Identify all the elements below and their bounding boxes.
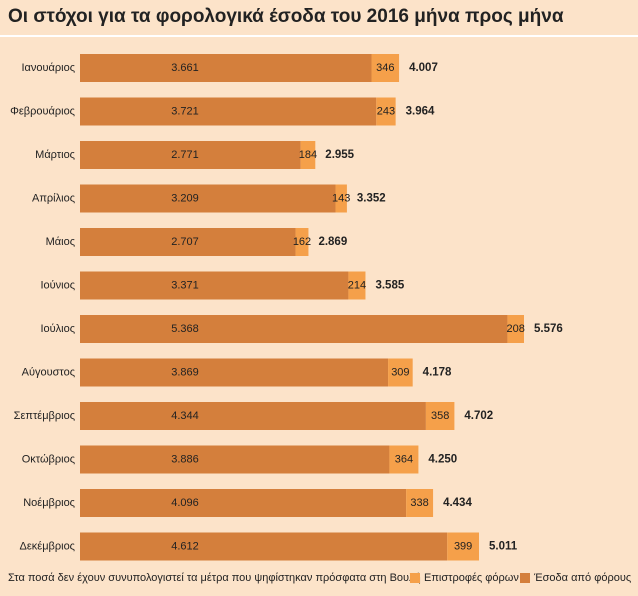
value-label: 338: [410, 497, 428, 509]
value-label: 162: [293, 236, 311, 248]
bar-segment: [80, 402, 426, 430]
value-label: 3.886: [171, 453, 199, 465]
bar-segment: [335, 184, 347, 213]
legend-swatch: [520, 573, 530, 583]
value-label: 364: [395, 453, 413, 465]
total-label: 3.585: [375, 280, 404, 292]
value-label: 358: [431, 410, 449, 422]
value-label: 4.612: [171, 540, 199, 552]
bar-segment: [447, 532, 480, 561]
legend-swatch: [410, 573, 420, 583]
value-label: 3.721: [171, 105, 199, 117]
total-label: 4.178: [423, 367, 452, 379]
category-label: Ιανουάριος: [21, 62, 75, 74]
value-label: 346: [376, 62, 394, 74]
bar-segment: [376, 97, 396, 126]
value-label: 399: [454, 540, 472, 552]
value-label: 4.096: [171, 497, 199, 509]
category-label: Μάιος: [46, 236, 75, 248]
total-label: 2.955: [325, 149, 354, 161]
total-label: 5.011: [489, 541, 518, 553]
legend-label: Έσοδα από φόρους: [533, 572, 631, 584]
bar-segment: [80, 532, 448, 561]
bar-segment: [406, 489, 434, 517]
total-label: 2.869: [318, 236, 347, 248]
value-label: 5.368: [171, 323, 199, 335]
bar-segment: [389, 445, 419, 474]
category-label: Οκτώβριος: [22, 453, 75, 465]
value-label: 243: [377, 105, 395, 117]
bar-segment: [80, 228, 296, 256]
bar-segment: [507, 315, 524, 343]
value-label: 3.371: [171, 279, 199, 291]
value-label: 2.707: [171, 236, 199, 248]
total-label: 3.352: [357, 193, 386, 205]
category-label: Νοέμβριος: [23, 497, 75, 509]
bar-segment: [80, 445, 390, 474]
bar-segment: [80, 315, 508, 343]
category-label: Φεβρουάριος: [10, 105, 75, 117]
total-label: 4.250: [428, 454, 457, 466]
category-label: Απρίλιος: [32, 192, 75, 204]
value-label: 3.661: [171, 62, 199, 74]
bar-segment: [300, 141, 316, 169]
value-label: 3.869: [171, 366, 199, 378]
bar-segment: [80, 141, 301, 169]
category-label: Μάρτιος: [35, 149, 75, 161]
category-label: Ιούνιος: [40, 279, 75, 291]
bar-segment: [80, 97, 377, 126]
bar-segment: [80, 184, 336, 213]
bar-segment: [388, 358, 413, 387]
total-label: 5.576: [534, 323, 563, 335]
value-label: 309: [391, 366, 409, 378]
total-label: 4.007: [409, 62, 438, 74]
bar-segment: [425, 402, 455, 430]
legend-label: Επιστροφές φόρων: [424, 572, 519, 584]
bar-segment: [80, 489, 407, 517]
value-label: 2.771: [171, 149, 199, 161]
bar-segment: [348, 271, 366, 300]
bar-segment: [80, 54, 372, 82]
total-label: 4.702: [464, 410, 493, 422]
value-label: 208: [507, 323, 525, 335]
value-label: 3.209: [171, 192, 199, 204]
value-label: 184: [299, 149, 317, 161]
total-label: 4.434: [443, 497, 472, 509]
bar-segment: [80, 271, 349, 300]
chart-title: Οι στόχοι για τα φορολογικά έσοδα του 20…: [8, 6, 564, 27]
bar-segment: [295, 228, 309, 256]
bar-segment: [80, 358, 389, 387]
category-label: Ιούλιος: [40, 323, 75, 335]
category-label: Δεκέμβριος: [20, 540, 75, 552]
category-label: Σεπτέμβριος: [14, 410, 75, 422]
bar-segment: [371, 54, 400, 82]
value-label: 143: [332, 192, 350, 204]
value-label: 214: [348, 279, 366, 291]
value-label: 4.344: [171, 410, 199, 422]
total-label: 3.964: [406, 106, 435, 118]
category-label: Αύγουστος: [22, 366, 75, 378]
note: Στα ποσά δεν έχουν συνυπολογιστεί τα μέτ…: [8, 572, 421, 584]
